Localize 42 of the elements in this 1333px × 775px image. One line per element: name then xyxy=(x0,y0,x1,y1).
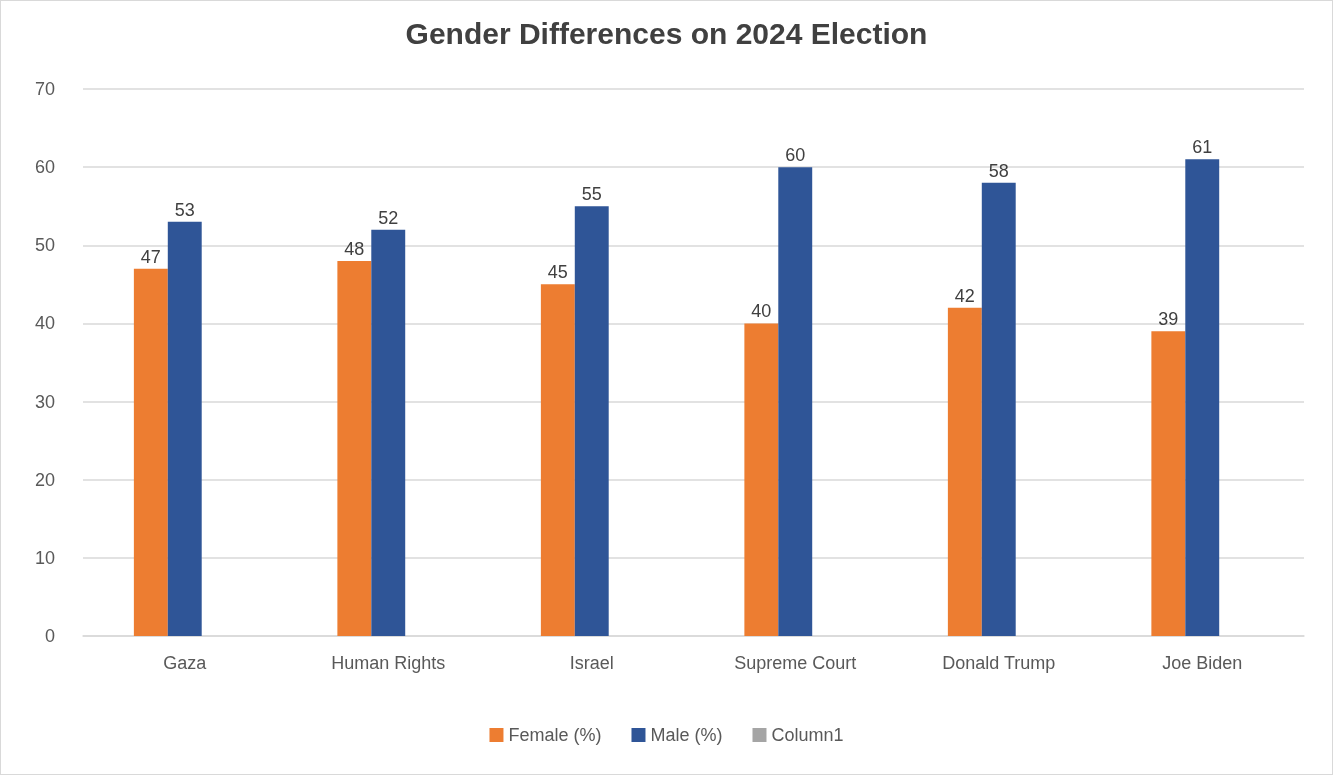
x-tick-label: Joe Biden xyxy=(1162,653,1243,673)
x-tick-label: Supreme Court xyxy=(734,653,857,673)
bar xyxy=(744,323,779,636)
y-tick-label: 30 xyxy=(34,391,55,412)
data-label: 60 xyxy=(785,145,806,166)
legend-label: Column1 xyxy=(771,725,844,745)
data-label: 45 xyxy=(547,262,568,283)
data-label: 39 xyxy=(1158,309,1179,330)
x-tick-label: Israel xyxy=(569,653,614,673)
bar xyxy=(947,307,982,636)
data-label: 48 xyxy=(344,238,365,259)
data-label: 42 xyxy=(954,285,975,306)
legend-label: Male (%) xyxy=(650,725,723,745)
y-tick-label: 0 xyxy=(44,626,55,646)
x-tick-label: Gaza xyxy=(163,653,208,673)
data-label: 52 xyxy=(378,207,399,228)
bar xyxy=(1151,331,1186,636)
bar xyxy=(574,206,609,636)
y-tick-label: 40 xyxy=(34,313,55,334)
x-tick-label: Human Rights xyxy=(331,653,446,673)
y-tick-label: 60 xyxy=(34,157,55,178)
data-label: 47 xyxy=(140,246,161,267)
bar xyxy=(778,167,813,636)
data-label: 61 xyxy=(1192,137,1213,158)
y-tick-label: 20 xyxy=(34,469,55,490)
bar xyxy=(981,182,1016,636)
data-label: 58 xyxy=(988,160,1009,181)
bar xyxy=(371,229,406,636)
bar xyxy=(1185,159,1220,636)
data-label: 53 xyxy=(174,199,195,220)
bar xyxy=(540,284,575,636)
y-tick-label: 10 xyxy=(34,547,55,568)
chart-title: Gender Differences on 2024 Election xyxy=(405,16,928,50)
x-tick-label: Donald Trump xyxy=(942,653,1056,673)
y-tick-label: 50 xyxy=(34,235,55,256)
bar xyxy=(337,260,372,636)
y-tick-label: 70 xyxy=(34,79,55,99)
data-label: 55 xyxy=(581,184,602,205)
bar xyxy=(167,221,202,636)
data-label: 40 xyxy=(751,301,772,322)
legend-label: Female (%) xyxy=(508,725,602,745)
bar xyxy=(133,268,168,636)
